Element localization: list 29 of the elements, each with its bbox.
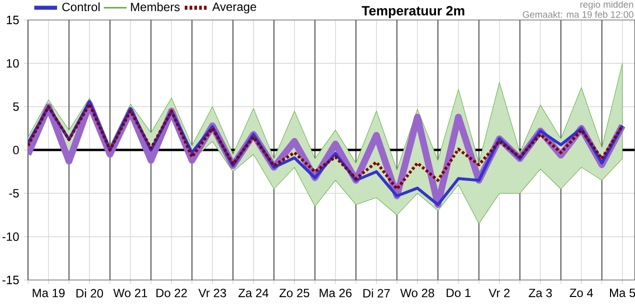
legend-label: Control bbox=[62, 2, 100, 12]
x-tick-label: Za 3 bbox=[528, 288, 552, 298]
x-tick-label: Ma 26 bbox=[320, 288, 352, 298]
x-tick-label: Wo 21 bbox=[113, 288, 148, 298]
x-tick-label: Do 1 bbox=[446, 288, 470, 298]
y-tick-label: 15 bbox=[6, 16, 19, 24]
y-tick-label: 5 bbox=[13, 102, 19, 111]
x-tick-label: Di 27 bbox=[363, 288, 390, 298]
x-tick-label: Ma 19 bbox=[32, 288, 65, 298]
y-tick-label: 10 bbox=[6, 59, 19, 68]
y-tick-label: -15 bbox=[2, 276, 19, 284]
y-tick-label: -5 bbox=[9, 189, 19, 198]
text: Gemaakt: ma 19 feb 12:00 bbox=[522, 10, 634, 18]
chart-title: Temperatuur 2m bbox=[362, 6, 464, 18]
x-tick-label: Di 20 bbox=[76, 288, 104, 298]
x-tick-label: Wo 28 bbox=[400, 288, 434, 298]
x-tick-label: Vr 2 bbox=[488, 288, 510, 298]
x-tick-label: Zo 4 bbox=[570, 288, 594, 298]
legend-label: Members bbox=[131, 2, 180, 12]
legend-label: Average bbox=[212, 2, 256, 14]
x-tick-label: Zo 25 bbox=[279, 288, 310, 298]
y-tick-label: 0 bbox=[13, 146, 19, 154]
line-series bbox=[28, 102, 624, 190]
y-tick-label: -10 bbox=[2, 232, 19, 241]
x-tick-label: Do 22 bbox=[156, 288, 187, 298]
x-tick-label: Vr 23 bbox=[198, 288, 226, 298]
x-tick-label: Za 24 bbox=[238, 288, 268, 298]
text: regio midden bbox=[580, 0, 634, 10]
x-tick-label: Ma 5 bbox=[610, 288, 635, 298]
